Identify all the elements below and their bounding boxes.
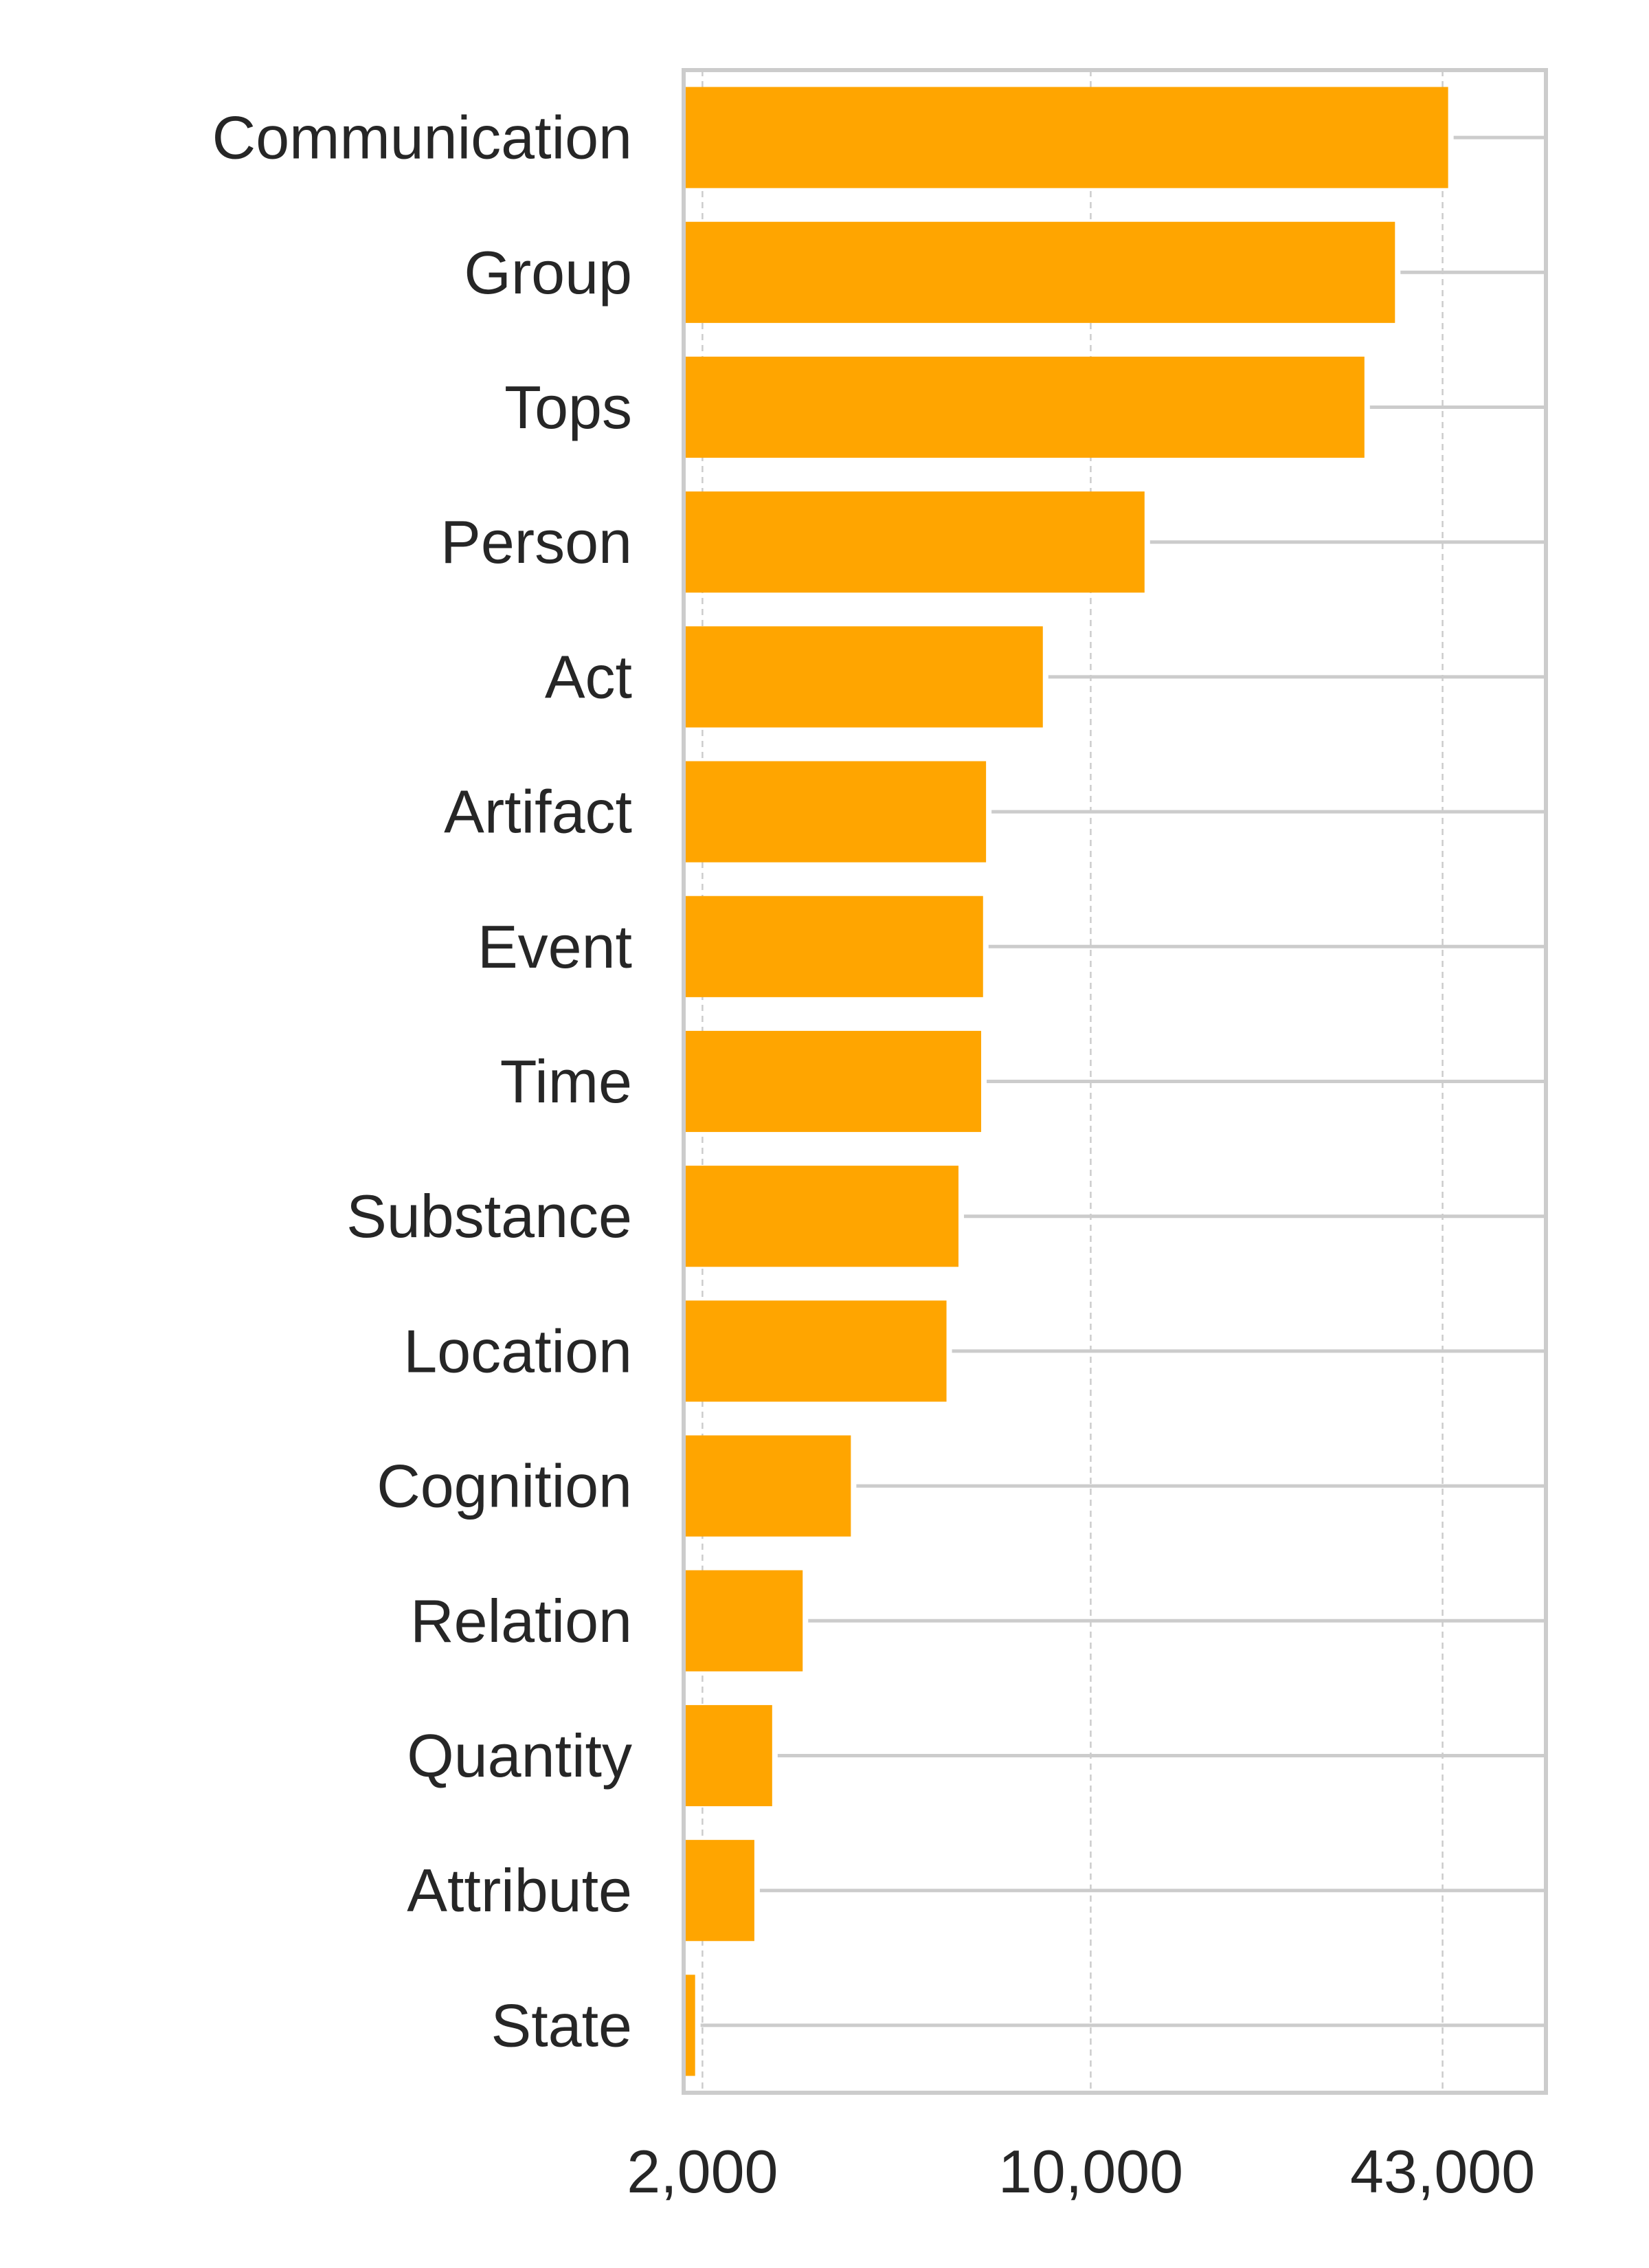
- bar: [684, 221, 1395, 323]
- category-label: Person: [440, 508, 632, 576]
- x-tick-label: 43,000: [1350, 2137, 1535, 2205]
- category-label: Attribute: [407, 1856, 632, 1924]
- bar: [684, 1704, 772, 1807]
- bar: [684, 761, 987, 863]
- category-label: Communication: [212, 104, 632, 172]
- category-label: Group: [464, 238, 632, 307]
- bar: [684, 1300, 947, 1402]
- plot-frame: [682, 68, 1548, 2095]
- category-label: Location: [403, 1317, 632, 1385]
- category-label: Quantity: [407, 1722, 632, 1790]
- bar: [684, 1435, 851, 1537]
- bar: [684, 1030, 982, 1133]
- x-tick-label: 2,000: [627, 2137, 778, 2205]
- bar: [684, 1840, 754, 1942]
- bar: [684, 626, 1043, 728]
- category-label: Cognition: [377, 1452, 632, 1520]
- x-tick-label: 10,000: [998, 2137, 1183, 2205]
- bar: [684, 1975, 695, 2076]
- category-label: Time: [500, 1047, 632, 1115]
- category-label: Artifact: [444, 778, 632, 846]
- category-label: Substance: [346, 1182, 632, 1250]
- bar: [684, 356, 1365, 458]
- x-tick-labels: 2,000 10,000 43,000: [627, 2137, 1535, 2205]
- category-labels: Communication Group Tops Person Act Artifact E…: [212, 104, 632, 2060]
- leader-lines: [700, 135, 1546, 2027]
- bar: [684, 491, 1145, 593]
- category-label: Event: [478, 913, 632, 981]
- category-label: Relation: [410, 1587, 632, 1655]
- category-label: Act: [545, 643, 632, 711]
- category-label: Tops: [504, 373, 632, 441]
- bar: [684, 1570, 803, 1671]
- bar: [684, 87, 1448, 188]
- category-label: State: [491, 1991, 632, 2059]
- bar: [684, 896, 983, 997]
- bar: [684, 1166, 958, 1267]
- bars: [684, 87, 1448, 2076]
